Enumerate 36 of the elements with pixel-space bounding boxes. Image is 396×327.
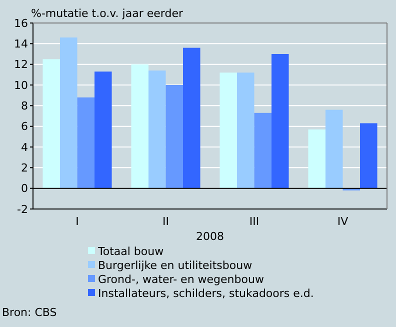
y-tick-label: 4 <box>21 140 28 154</box>
y-tick-label: 10 <box>14 78 28 92</box>
y-tick-label: 6 <box>21 120 28 134</box>
text: Bron: CBS <box>2 306 57 319</box>
y-tick-label: 14 <box>14 38 28 51</box>
x-tick-label: IV <box>337 215 349 228</box>
x-tick-label: II <box>162 215 169 228</box>
bar <box>60 37 78 188</box>
bar <box>254 112 272 188</box>
legend-label: Grond-, water- en wegenbouw <box>98 273 264 286</box>
y-tick-label: 8 <box>21 100 28 113</box>
legend-label: Burgerlijke en utiliteitsbouw <box>98 259 252 272</box>
y-tick-label: 2 <box>21 162 28 175</box>
x-tick-label: III <box>249 215 260 228</box>
bar <box>325 110 343 188</box>
y-axis-title: %-mutatie t.o.v. jaar eerder <box>31 7 184 20</box>
bar <box>236 72 254 188</box>
bar <box>220 72 237 188</box>
bar <box>42 59 60 188</box>
bar <box>148 70 166 188</box>
bar <box>360 123 378 188</box>
bar <box>272 54 289 188</box>
y-tick-label: 12 <box>14 58 28 72</box>
y-tick-label: 16 <box>14 16 28 30</box>
y-tick-label: -2 <box>17 202 28 216</box>
bar <box>308 129 326 188</box>
bar <box>183 48 200 188</box>
legend-label: Installateurs, schilders, stukadoors e.d. <box>98 287 314 300</box>
bar <box>166 85 184 188</box>
y-tick-label: 0 <box>21 182 28 196</box>
bar <box>77 97 95 188</box>
legend-label: Totaal bouw <box>97 245 164 258</box>
bar <box>131 64 148 188</box>
x-axis-title: 2008 <box>196 230 224 243</box>
bar <box>94 72 112 188</box>
x-tick-label: I <box>76 215 79 228</box>
